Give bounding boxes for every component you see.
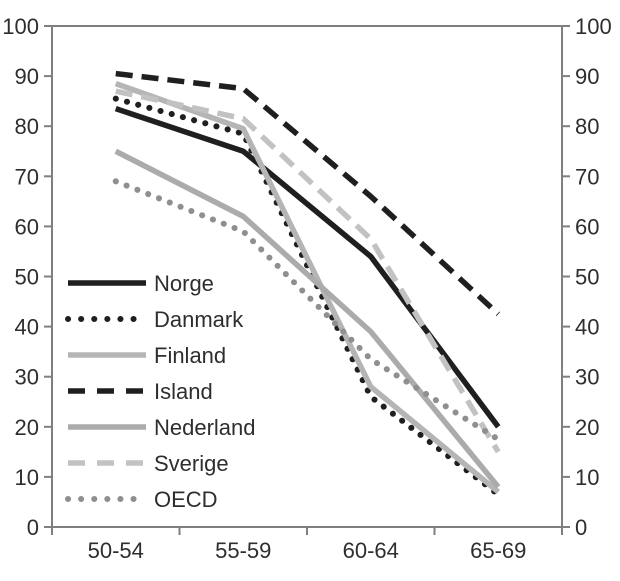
legend-label-island: Island (154, 379, 213, 404)
legend-label-finland: Finland (154, 343, 226, 368)
series-line-nederland (114, 148, 501, 489)
y-tick-label-right-70: 70 (575, 164, 599, 189)
y-tick-label-left-50: 50 (15, 265, 39, 290)
series-line-island (115, 70, 501, 317)
legend-label-oecd: OECD (154, 487, 218, 512)
y-tick-label-right-50: 50 (575, 265, 599, 290)
x-category-label-55-59: 55-59 (215, 538, 271, 563)
x-category-label-50-54: 50-54 (88, 538, 144, 563)
x-category-label-60-64: 60-64 (343, 538, 399, 563)
legend-label-danmark: Danmark (154, 307, 244, 332)
y-tick-label-left-10: 10 (15, 465, 39, 490)
legend-label-norge: Norge (154, 271, 214, 296)
y-tick-label-right-20: 20 (575, 415, 599, 440)
y-tick-label-right-60: 60 (575, 214, 599, 239)
y-tick-label-right-40: 40 (575, 315, 599, 340)
y-tick-label-right-10: 10 (575, 465, 599, 490)
y-tick-label-right-0: 0 (575, 515, 587, 540)
y-tick-label-left-100: 100 (2, 14, 39, 39)
series-line-oecd (112, 178, 502, 443)
y-tick-label-right-30: 30 (575, 365, 599, 390)
legend-label-sverige: Sverige (154, 451, 229, 476)
y-tick-label-right-90: 90 (575, 64, 599, 89)
series-line-sverige (115, 88, 501, 454)
y-tick-label-left-20: 20 (15, 415, 39, 440)
series-line-danmark (112, 95, 502, 498)
y-tick-label-left-0: 0 (27, 515, 39, 540)
y-tick-label-left-70: 70 (15, 164, 39, 189)
legend-label-nederland: Nederland (154, 415, 256, 440)
y-tick-label-right-80: 80 (575, 114, 599, 139)
y-tick-label-left-30: 30 (15, 365, 39, 390)
y-tick-label-left-60: 60 (15, 214, 39, 239)
y-tick-label-left-80: 80 (15, 114, 39, 139)
x-category-label-65-69: 65-69 (470, 538, 526, 563)
y-tick-label-right-100: 100 (575, 14, 612, 39)
y-tick-label-left-40: 40 (15, 315, 39, 340)
y-tick-label-left-90: 90 (15, 64, 39, 89)
